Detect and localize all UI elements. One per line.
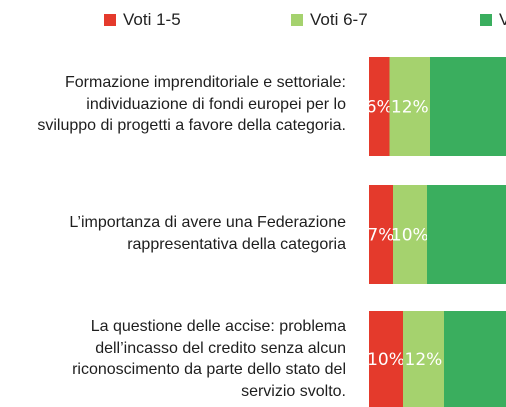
bar-segment-3-row-1: [430, 57, 506, 156]
data-label-2-row-2: 10%: [391, 226, 429, 246]
legend-label-voti-1-5: Voti 1-5: [123, 10, 181, 29]
bar-segment-1-row-1: [369, 57, 390, 156]
legend-label-voti-6-7: Voti 6-7: [310, 10, 368, 29]
bar-segment-2-row-3: [403, 311, 444, 407]
data-label-2-row-1: 12%: [391, 98, 429, 118]
legend-item-high: V: [480, 10, 506, 30]
bar-segment-1-row-3: [369, 311, 403, 407]
data-label-2-row-3: 12%: [405, 350, 443, 370]
category-label-line: La questione delle accise: problema: [90, 318, 346, 335]
category-label-formazione: Formazione imprenditoriale e settoriale:…: [37, 72, 346, 137]
category-label-accise: La questione delle accise: problema dell…: [72, 316, 346, 402]
data-label-1-row-3: 10%: [367, 350, 405, 370]
category-label-federazione: L’importanza di avere una Federazione ra…: [69, 212, 346, 255]
data-label-1-row-1: 6%: [366, 98, 393, 118]
legend-item-voti-1-5: Voti 1-5: [104, 10, 181, 30]
category-label-line: servizio svolto.: [241, 382, 346, 400]
bar-segment-1-row-2: [369, 185, 393, 284]
bar-segment-2-row-1: [389, 57, 431, 156]
category-label-line: riconoscimento da parte dello stato del: [72, 361, 346, 378]
category-label-line: Formazione imprenditoriale e settoriale:: [64, 74, 346, 91]
bar-segment-2-row-2: [392, 185, 427, 284]
category-label-line: individuazione di fondi europei per lo: [86, 95, 346, 113]
category-label-line: L’importanza di avere una Federazione: [69, 214, 346, 231]
legend-swatch-high: [480, 14, 492, 26]
data-label-1-row-2: 7%: [367, 226, 394, 246]
legend-label-high: V: [499, 10, 506, 29]
legend-swatch-mid: [291, 14, 303, 26]
bar-segment-3-row-2: [426, 185, 506, 284]
bar-segment-3-row-3: [443, 311, 506, 407]
category-label-line: sviluppo di progetti a favore della cate…: [37, 117, 346, 134]
category-label-line: dell’incasso del credito senza alcun: [95, 339, 346, 357]
legend: Voti 1-5 Voti 6-7 V: [0, 10, 506, 34]
legend-item-voti-6-7: Voti 6-7: [291, 10, 368, 30]
legend-swatch-low: [104, 14, 116, 26]
category-label-line: rappresentativa della categoria: [127, 235, 346, 253]
